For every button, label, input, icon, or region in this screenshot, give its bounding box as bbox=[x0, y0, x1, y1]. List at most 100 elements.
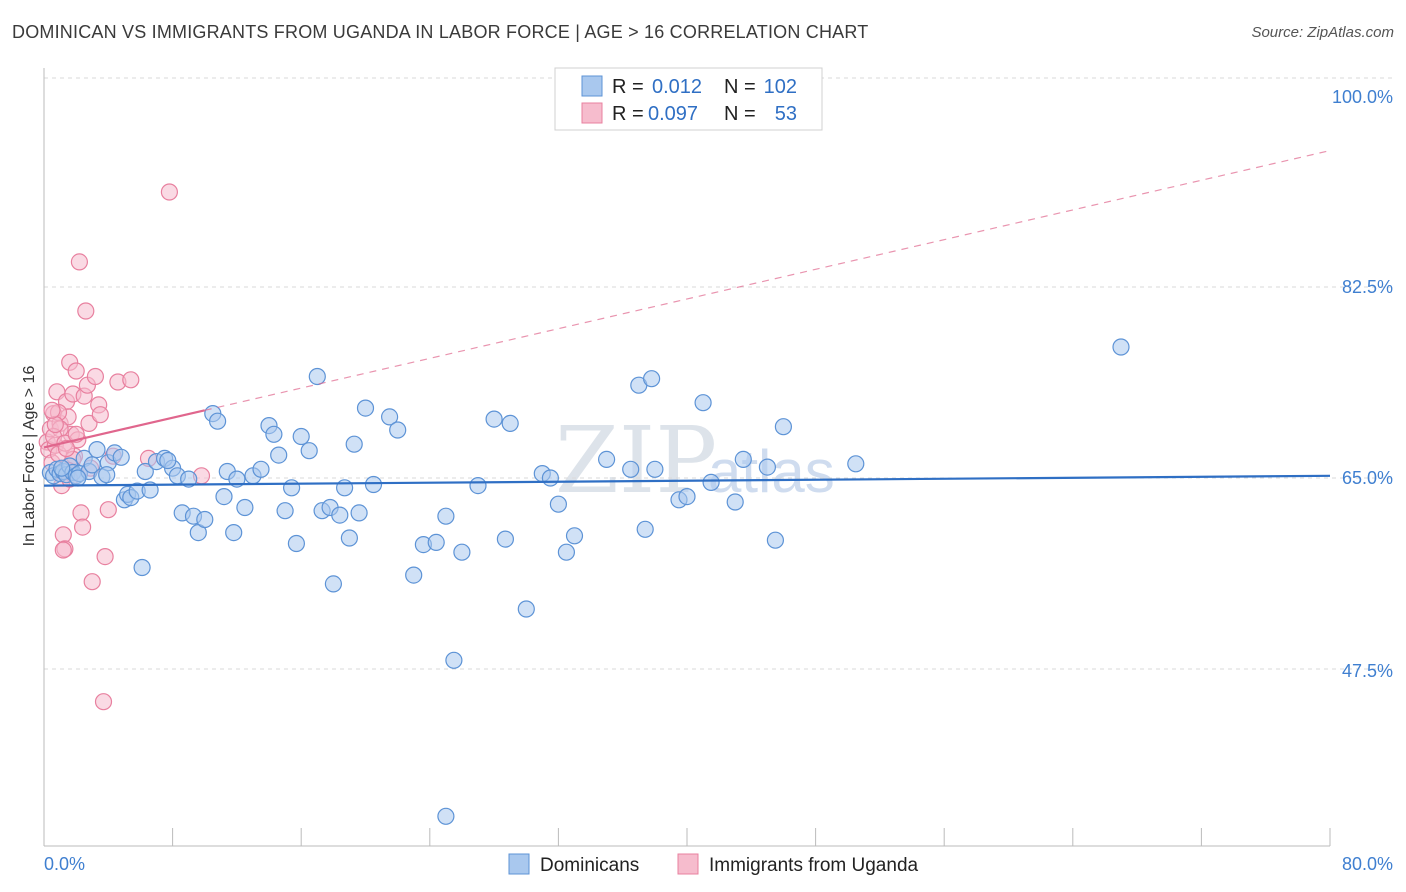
dominican-point-38 bbox=[225, 523, 243, 542]
y-axis-label: In Labor Force | Age > 16 bbox=[21, 366, 38, 547]
dominican-point-89 bbox=[702, 473, 720, 491]
legend-n-value-1: 102 bbox=[764, 76, 797, 98]
dominican-point-49 bbox=[292, 427, 310, 446]
dominican-point-101 bbox=[53, 459, 71, 477]
legend-r-label-2: R = bbox=[612, 103, 644, 125]
legend-swatch-uganda bbox=[581, 102, 603, 124]
uganda-point-29 bbox=[94, 693, 113, 711]
x-axis-ticks bbox=[43, 828, 1331, 846]
bottom-legend-label-dominicans: Dominicans bbox=[540, 855, 639, 876]
dominican-point-74 bbox=[517, 600, 535, 618]
bottom-legend-swatch-dominicans bbox=[508, 853, 530, 875]
uganda-point-20 bbox=[70, 253, 89, 271]
y-tick-label-65: 65.0% bbox=[1342, 468, 1393, 488]
dominican-point-17 bbox=[112, 448, 130, 466]
uganda-point-28 bbox=[91, 406, 109, 424]
trend-line-uganda-extended bbox=[204, 149, 1331, 411]
y-tick-label-47-5: 47.5% bbox=[1342, 661, 1393, 681]
dominican-point-91 bbox=[734, 450, 752, 468]
bottom-legend-label-uganda: Immigrants from Uganda bbox=[709, 855, 919, 876]
dominican-point-36 bbox=[215, 488, 233, 506]
dominican-point-59 bbox=[350, 504, 368, 522]
dominican-point-88 bbox=[694, 394, 712, 412]
dominican-point-73 bbox=[501, 414, 519, 432]
dominican-point-87 bbox=[678, 488, 696, 506]
series-legend: Dominicans Immigrants from Uganda bbox=[508, 853, 919, 876]
uganda-point-49 bbox=[57, 439, 76, 458]
bottom-legend-swatch-uganda bbox=[677, 853, 699, 875]
x-tick-label-80: 80.0% bbox=[1342, 854, 1393, 874]
dominican-point-85 bbox=[646, 460, 664, 478]
uganda-point-43 bbox=[77, 302, 95, 320]
dominican-point-40 bbox=[236, 498, 254, 517]
legend-r-value-2: 0.097 bbox=[648, 103, 698, 125]
uganda-point-46 bbox=[73, 518, 92, 536]
dominican-point-83 bbox=[636, 520, 654, 538]
uganda-point-36 bbox=[160, 183, 178, 201]
dominican-point-99 bbox=[69, 469, 87, 487]
dominican-point-24 bbox=[141, 481, 159, 499]
dominican-point-58 bbox=[345, 435, 363, 453]
dominican-point-71 bbox=[485, 410, 503, 428]
y-tick-labels: 47.5% 65.0% 82.5% 100.0% bbox=[1332, 87, 1393, 681]
dominican-point-46 bbox=[276, 502, 294, 520]
legend-r-value-1: 0.012 bbox=[652, 76, 702, 98]
dominican-point-78 bbox=[557, 543, 576, 561]
dominican-point-22 bbox=[133, 558, 151, 577]
dominican-point-51 bbox=[308, 367, 326, 386]
dominican-point-44 bbox=[265, 425, 283, 443]
dominican-point-45 bbox=[270, 446, 288, 464]
dominican-point-68 bbox=[445, 651, 463, 669]
dominican-point-95 bbox=[847, 455, 865, 473]
uganda-point-18 bbox=[67, 362, 85, 380]
legend-r-label-1: R = bbox=[612, 76, 644, 98]
trend-line-uganda bbox=[43, 409, 205, 449]
uganda-point-50 bbox=[43, 401, 61, 419]
dominican-point-56 bbox=[336, 479, 354, 497]
uganda-point-45 bbox=[54, 541, 72, 559]
y-tick-label-82-5: 82.5% bbox=[1342, 277, 1393, 297]
uganda-point-26 bbox=[86, 367, 105, 386]
dominican-point-35 bbox=[209, 412, 227, 430]
dominican-point-100 bbox=[98, 466, 116, 484]
dominican-point-92 bbox=[758, 458, 777, 476]
dominican-point-48 bbox=[287, 534, 305, 553]
dominican-point-94 bbox=[774, 418, 793, 436]
stats-legend: R = 0.012 N = 102 R = 0.097 N = 53 bbox=[554, 67, 823, 131]
dominican-point-64 bbox=[405, 566, 423, 584]
series-uganda-points bbox=[38, 183, 211, 711]
uganda-point-24 bbox=[80, 414, 98, 432]
dominican-point-80 bbox=[597, 450, 616, 468]
dominican-point-77 bbox=[549, 495, 568, 513]
trend-line-dominicans bbox=[43, 474, 1331, 487]
uganda-point-31 bbox=[99, 501, 117, 519]
dominican-point-79 bbox=[565, 527, 584, 545]
dominican-point-63 bbox=[389, 421, 407, 439]
uganda-point-25 bbox=[83, 573, 101, 591]
dominican-point-81 bbox=[622, 460, 640, 478]
legend-n-label-1: N = bbox=[724, 76, 756, 98]
dominican-point-76 bbox=[541, 469, 560, 487]
dominican-point-54 bbox=[324, 575, 342, 593]
uganda-point-47 bbox=[46, 415, 64, 434]
dominican-point-13 bbox=[88, 441, 106, 459]
dominican-point-69 bbox=[453, 543, 471, 561]
dominican-point-67 bbox=[437, 507, 455, 525]
dominican-point-61 bbox=[364, 475, 383, 494]
uganda-point-34 bbox=[122, 371, 140, 389]
dominican-point-30 bbox=[180, 470, 198, 488]
dominican-point-96 bbox=[1112, 338, 1130, 356]
uganda-point-30 bbox=[96, 547, 114, 566]
dominican-point-62 bbox=[381, 408, 399, 426]
legend-n-label-2: N = bbox=[724, 103, 756, 125]
dominican-point-57 bbox=[340, 529, 358, 547]
source-credit: Source: ZipAtlas.com bbox=[1251, 24, 1394, 41]
dominican-point-33 bbox=[196, 510, 214, 529]
uganda-point-21 bbox=[72, 504, 90, 522]
dominican-point-97 bbox=[437, 807, 455, 825]
dominican-point-55 bbox=[331, 506, 349, 524]
dominican-point-72 bbox=[496, 530, 514, 548]
dominican-point-66 bbox=[427, 533, 445, 552]
dominican-point-23 bbox=[136, 462, 154, 481]
